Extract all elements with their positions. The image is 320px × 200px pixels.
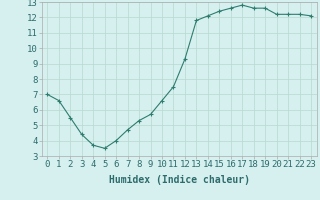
X-axis label: Humidex (Indice chaleur): Humidex (Indice chaleur): [109, 175, 250, 185]
